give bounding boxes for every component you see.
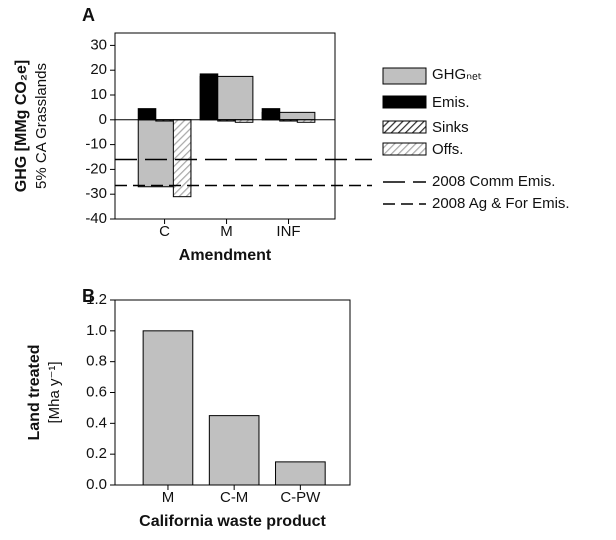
y-tick-label: 10 — [90, 86, 107, 103]
x-tick-label: M — [220, 223, 233, 240]
legend-swatch — [382, 142, 427, 156]
panel-label: A — [82, 5, 95, 25]
legend-label: Emis. — [432, 94, 470, 111]
legend-swatch — [382, 120, 427, 134]
x-tick-label: C-PW — [280, 489, 321, 506]
plot-frame — [114, 32, 336, 220]
plot-frame — [114, 299, 351, 486]
y-tick-label: 20 — [90, 61, 107, 78]
y-tick-label: 0.2 — [86, 445, 107, 462]
y-tick-label: 30 — [90, 36, 107, 53]
y-tick-label: 1.2 — [86, 291, 107, 308]
legend-label: GHGₙₑₜ — [432, 66, 482, 83]
y-tick-label: 1.0 — [86, 322, 107, 339]
x-tick-label: INF — [276, 223, 300, 240]
y-axis-label: 5% CA Grasslands — [33, 63, 50, 189]
y-tick-label: -30 — [85, 185, 107, 202]
x-tick-label: C — [159, 223, 170, 240]
y-axis-label: [Mha y⁻¹] — [46, 361, 63, 423]
panel-label: B — [82, 286, 95, 306]
y-tick-label: 0.4 — [86, 414, 107, 431]
x-axis-label: California waste product — [139, 513, 326, 530]
x-tick-label: C-M — [220, 489, 248, 506]
y-tick-label: -20 — [85, 160, 107, 177]
x-tick-label: M — [162, 489, 175, 506]
y-tick-label: -10 — [85, 136, 107, 153]
bar — [275, 461, 326, 486]
bar — [208, 415, 260, 486]
y-tick-label: -40 — [85, 210, 107, 227]
legend-label: Sinks — [432, 119, 469, 136]
legend-swatch — [382, 67, 427, 85]
x-axis-label: Amendment — [179, 247, 272, 264]
y-tick-label: 0.8 — [86, 353, 107, 370]
legend-label: 2008 Ag & For Emis. — [432, 195, 570, 212]
bar — [261, 108, 281, 121]
y-tick-label: 0.0 — [86, 476, 107, 493]
bar — [137, 108, 157, 121]
legend-label: 2008 Comm Emis. — [432, 173, 555, 190]
y-axis-label: Land treated — [26, 344, 43, 440]
y-tick-label: 0.6 — [86, 383, 107, 400]
y-tick-label: 0 — [99, 111, 107, 128]
legend-label: Offs. — [432, 141, 463, 158]
y-axis-label: GHG [MMg CO₂e] — [13, 60, 30, 192]
legend-swatch — [382, 95, 427, 109]
bar — [199, 73, 219, 121]
bar — [142, 330, 194, 486]
